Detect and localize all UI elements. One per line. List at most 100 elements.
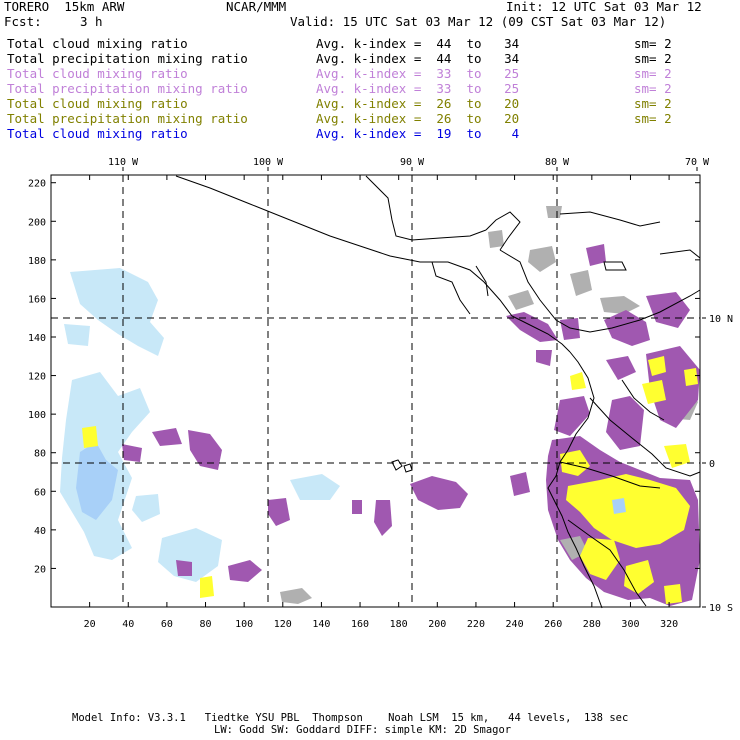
country-border	[431, 261, 471, 315]
x-tick-label: 100	[235, 619, 253, 630]
y-tick-label: 120	[28, 372, 46, 383]
y-tick-label: 180	[28, 256, 46, 267]
legend-field: Total precipitation mixing ratio	[7, 51, 248, 66]
country-border	[567, 519, 647, 607]
shallow-cloud-area	[290, 474, 340, 500]
lon-label: 100 W	[253, 157, 284, 168]
cold-cloud-area	[528, 246, 556, 272]
axis-labels: 220 200 180 160 140 120 100 80 60 40 20 20 40 60 80 100…	[28, 157, 733, 630]
precip-area	[268, 498, 290, 526]
cold-cloud-area	[508, 290, 534, 310]
legend-field: Total precipitation mixing ratio	[7, 81, 248, 96]
forecast-hour: 3 h	[80, 14, 103, 29]
cold-cloud-area	[600, 296, 640, 314]
precip-area	[188, 430, 222, 470]
lat-label: 0	[709, 459, 715, 470]
legend-smoothing: sm= 2	[634, 51, 672, 66]
shallow-cloud-area	[70, 268, 164, 356]
coastlines	[175, 175, 701, 609]
init-time: Init: 12 UTC Sat 03 Mar 12	[506, 0, 702, 14]
precip-area	[374, 500, 392, 536]
cuba-coast	[559, 211, 661, 227]
precip-area	[554, 396, 590, 436]
mixing-ratio-shading	[60, 206, 700, 606]
cold-cloud-area	[280, 588, 312, 604]
x-tick-label: 20	[84, 619, 96, 630]
precip-area	[586, 244, 606, 266]
x-tick-label: 120	[274, 619, 292, 630]
lat-label: 10 S	[709, 603, 733, 614]
precip-area	[510, 472, 530, 496]
mid-cloud-area	[664, 584, 682, 604]
mid-cloud-area	[580, 538, 620, 580]
legend-kindex: Avg. k-index = 33 to 25	[316, 81, 520, 96]
legend-field: Total cloud mixing ratio	[7, 66, 188, 81]
yucatan-coast	[485, 211, 521, 251]
x-tick-label: 180	[390, 619, 408, 630]
precip-area	[152, 428, 182, 446]
footer-model-info: Model Info: V3.3.1 Tiedtke YSU PBL Thomp…	[72, 712, 629, 724]
precip-area	[604, 310, 650, 346]
shallow-cloud-area	[158, 528, 222, 582]
precip-area	[560, 318, 580, 340]
organization: NCAR/MMM	[226, 0, 287, 14]
y-tick-label: 200	[28, 217, 46, 228]
caribbean-coast	[499, 249, 701, 333]
shallow-cloud-area	[132, 494, 160, 522]
galapagos-island	[403, 463, 413, 473]
precip-area	[176, 560, 192, 576]
legend-field: Total cloud mixing ratio	[7, 96, 188, 111]
y-tick-label: 40	[34, 526, 46, 537]
hispaniola-coast	[659, 249, 701, 259]
legend-field: Total cloud mixing ratio	[7, 36, 188, 51]
x-tick-label: 140	[312, 619, 330, 630]
cold-cloud-area	[488, 230, 504, 248]
precip-area	[606, 396, 644, 450]
y-tick-label: 160	[28, 294, 46, 305]
mexico-coast	[175, 175, 571, 353]
precip-area	[122, 444, 142, 462]
y-tick-label: 80	[34, 449, 46, 460]
legend-kindex: Avg. k-index = 26 to 20	[316, 96, 520, 111]
x-tick-label: 60	[161, 619, 173, 630]
x-tick-label: 320	[660, 619, 678, 630]
shallow-cloud-area	[76, 442, 118, 520]
x-tick-label: 80	[200, 619, 212, 630]
y-tick-label: 60	[34, 487, 46, 498]
legend-smoothing: sm= 2	[634, 111, 672, 126]
legend-smoothing: sm= 2	[634, 81, 672, 96]
south-america-coast	[547, 351, 603, 609]
legend-field: Total cloud mixing ratio	[7, 126, 188, 141]
precip-area	[352, 500, 362, 514]
y-tick-label: 140	[28, 333, 46, 344]
country-border	[559, 461, 661, 489]
mid-cloud-area	[664, 444, 690, 468]
galapagos-island	[391, 459, 403, 471]
lat-label: 10 N	[709, 314, 733, 325]
mid-cloud-area	[200, 576, 214, 598]
legend-kindex: Avg. k-index = 44 to 34	[316, 36, 520, 51]
precip-area	[606, 356, 636, 380]
legend-smoothing: sm= 2	[634, 66, 672, 81]
precip-area	[646, 292, 690, 328]
lon-label: 80 W	[545, 157, 570, 168]
country-border	[621, 379, 665, 421]
footer-physics-info: LW: Godd SW: Goddard DIFF: simple KM: 2D…	[214, 724, 512, 736]
mid-cloud-area	[570, 372, 586, 390]
lat-lon-grid	[51, 175, 700, 607]
country-border	[475, 265, 489, 297]
y-tick-label: 100	[28, 410, 46, 421]
mid-cloud-area	[684, 368, 698, 386]
lon-label: 110 W	[108, 157, 139, 168]
legend-kindex: Avg. k-index = 26 to 20	[316, 111, 520, 126]
shallow-cloud-area	[64, 324, 90, 346]
cold-cloud-area	[570, 270, 592, 296]
x-tick-label: 160	[351, 619, 369, 630]
x-tick-label: 220	[467, 619, 485, 630]
legend-field: Total precipitation mixing ratio	[7, 111, 248, 126]
x-tick-label: 240	[506, 619, 524, 630]
jamaica-coast	[603, 261, 627, 271]
map-frame	[50, 174, 701, 608]
lon-label: 90 W	[400, 157, 425, 168]
y-tick-label: 220	[28, 179, 46, 190]
